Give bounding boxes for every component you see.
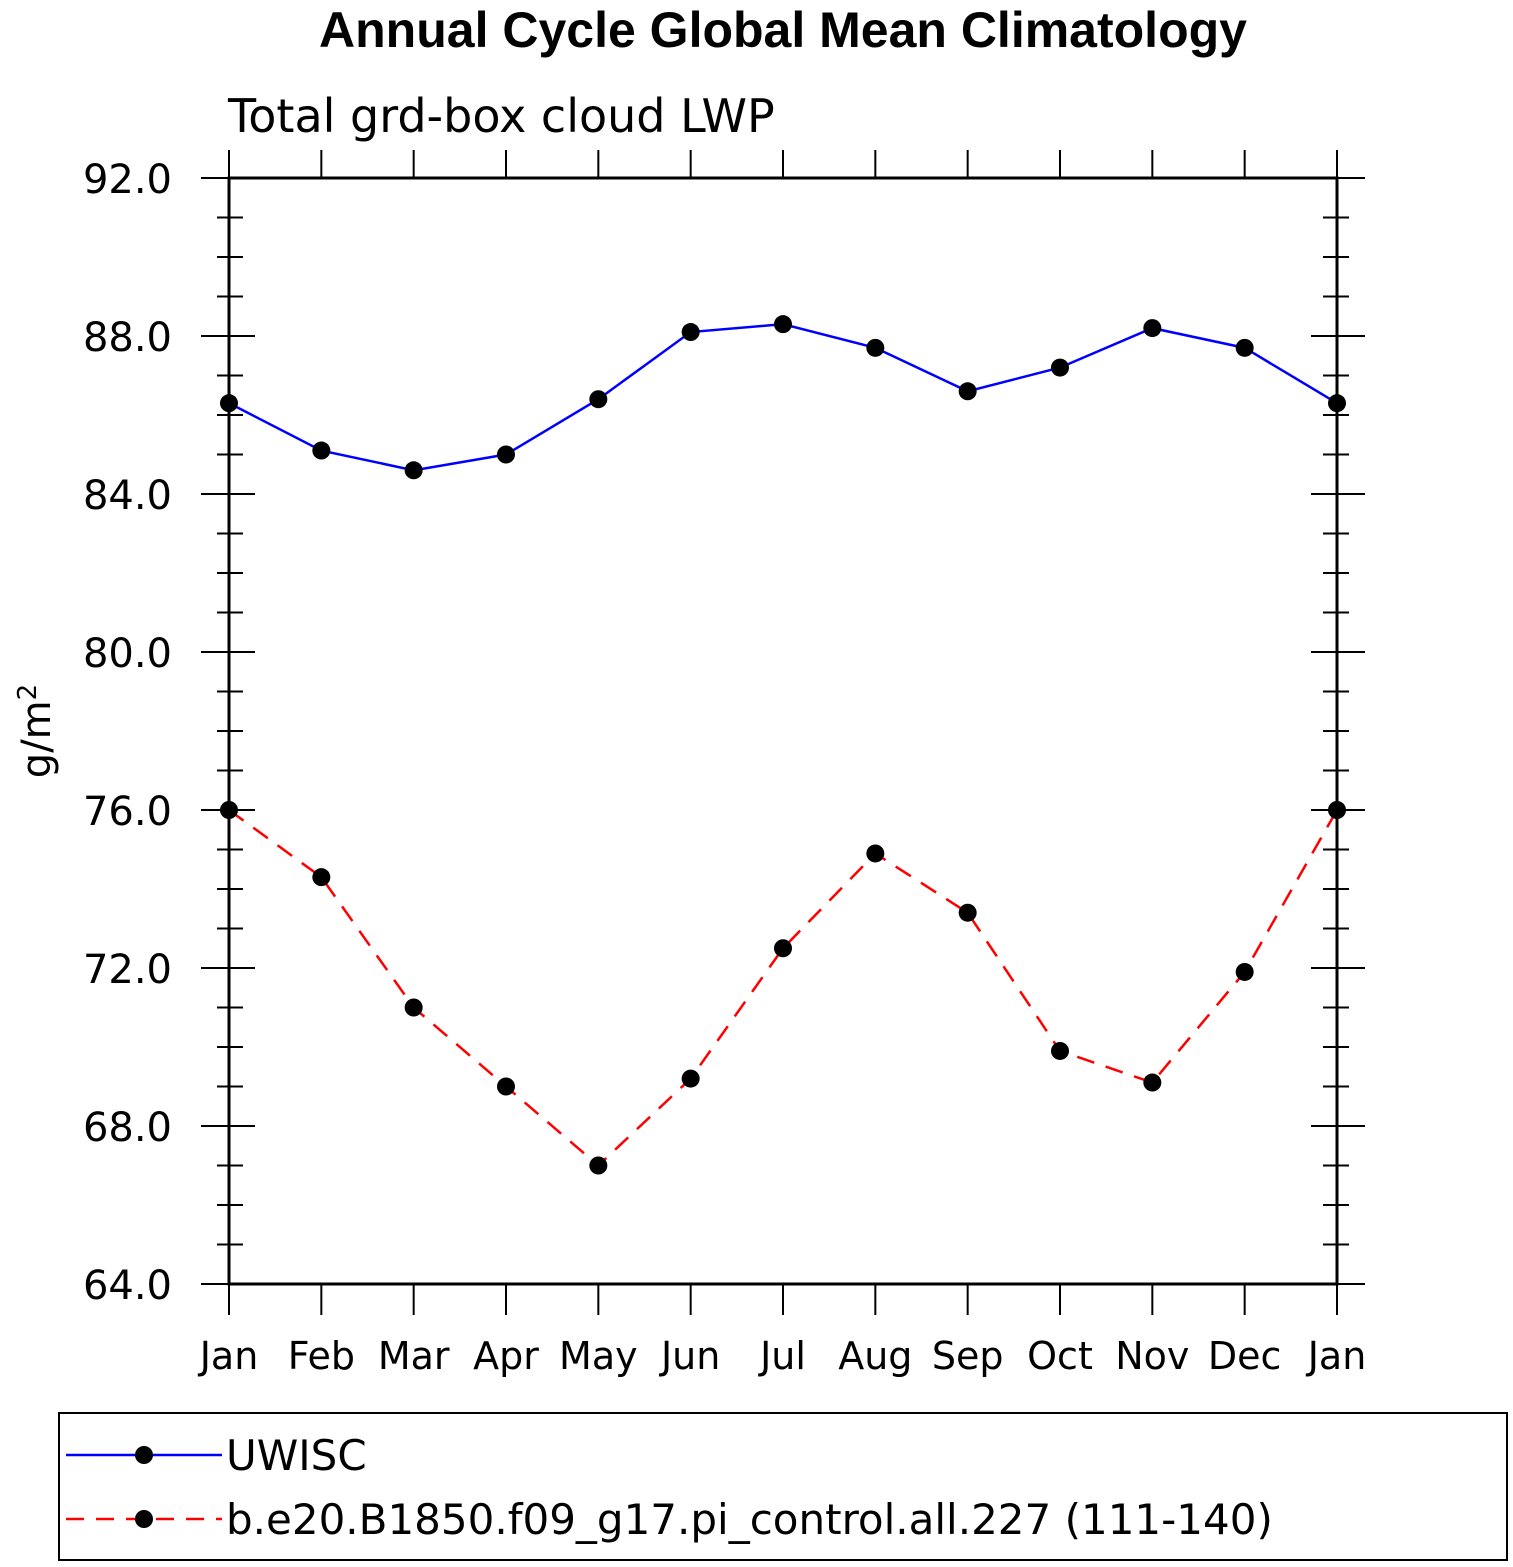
legend: UWISC b.e20.B1850.f09_g17.pi_control.all.… <box>66 1431 1273 1544</box>
data-point <box>1235 338 1254 357</box>
x-tick-label: Feb <box>288 1334 355 1378</box>
legend-item: b.e20.B1850.f09_g17.pi_control.all.227 (… <box>66 1495 1273 1544</box>
x-tick-label: May <box>559 1334 638 1378</box>
data-point <box>866 338 885 357</box>
y-tick-label: 76.0 <box>83 789 172 835</box>
x-tick-label: Mar <box>378 1334 450 1378</box>
data-point <box>312 441 331 460</box>
data-point <box>1051 358 1069 377</box>
data-point <box>220 801 238 819</box>
data-point <box>220 394 238 413</box>
series-line <box>228 808 1339 1168</box>
data-point <box>774 939 792 958</box>
data-point <box>1235 962 1254 981</box>
data-point <box>1143 1073 1162 1092</box>
y-axis-label: g/m2 <box>13 684 60 778</box>
y-tick-label: 64.0 <box>83 1263 172 1309</box>
legend-label: UWISC <box>226 1431 367 1480</box>
data-point <box>1328 801 1346 819</box>
data-point <box>958 903 977 922</box>
x-tick-label: Jan <box>198 1334 259 1378</box>
series-0 <box>220 315 1346 480</box>
series-layer <box>220 315 1346 1175</box>
y-axis-label-text: g/m <box>14 700 60 778</box>
y-axis-label-superscript: 2 <box>13 684 43 701</box>
data-point <box>681 1069 700 1088</box>
x-tick-label: Oct <box>1027 1334 1093 1378</box>
y-tick-label: 68.0 <box>83 1105 172 1151</box>
data-point <box>312 868 331 887</box>
y-tick-label: 88.0 <box>83 315 172 361</box>
series-line <box>228 322 1338 472</box>
data-point <box>1328 394 1346 413</box>
y-tick-label: 92.0 <box>83 157 172 203</box>
data-point <box>589 1156 608 1175</box>
x-tick-label: Jan <box>1306 1334 1367 1378</box>
data-point <box>774 315 792 334</box>
y-tick-label: 72.0 <box>83 947 172 993</box>
x-tick-label: Nov <box>1115 1334 1189 1378</box>
legend-box <box>58 1412 1508 1561</box>
x-tick-label: Jun <box>659 1334 720 1378</box>
x-tick-label: Jul <box>758 1334 806 1378</box>
y-tick-label: 80.0 <box>83 631 172 677</box>
y-tick-labels: 64.0 68.0 72.0 76.0 80.0 84.0 88.0 92.0 <box>83 157 172 1309</box>
legend-marker <box>135 1510 153 1528</box>
data-point <box>497 445 515 464</box>
x-tick-label: Dec <box>1208 1334 1282 1378</box>
series-1 <box>220 801 1346 1175</box>
x-tick-label: Aug <box>838 1334 912 1378</box>
y-tick-label: 84.0 <box>83 473 172 519</box>
svg-text:g/m2: g/m2 <box>13 684 60 778</box>
data-point <box>866 844 885 863</box>
chart-title: Annual Cycle Global Mean Climatology <box>319 2 1247 58</box>
data-point <box>681 323 700 342</box>
data-point <box>404 461 423 480</box>
data-point <box>497 1077 515 1096</box>
data-point <box>958 382 977 401</box>
plot-frame <box>227 176 1339 1286</box>
data-point <box>589 390 608 409</box>
legend-item: UWISC <box>66 1431 367 1480</box>
data-point <box>1143 319 1162 338</box>
legend-marker <box>135 1446 153 1464</box>
x-tick-label: Apr <box>473 1334 539 1378</box>
data-point <box>404 998 423 1017</box>
x-tick-label: Sep <box>932 1334 1004 1378</box>
chart-subtitle: Total grd-box cloud LWP <box>227 89 775 143</box>
x-tick-labels: Jan Feb Mar Apr May Jun Jul Aug Sep Oct Nov Dec Jan <box>198 1334 1367 1378</box>
legend-label: b.e20.B1850.f09_g17.pi_control.all.227 (… <box>226 1495 1273 1544</box>
data-point <box>1051 1041 1069 1060</box>
